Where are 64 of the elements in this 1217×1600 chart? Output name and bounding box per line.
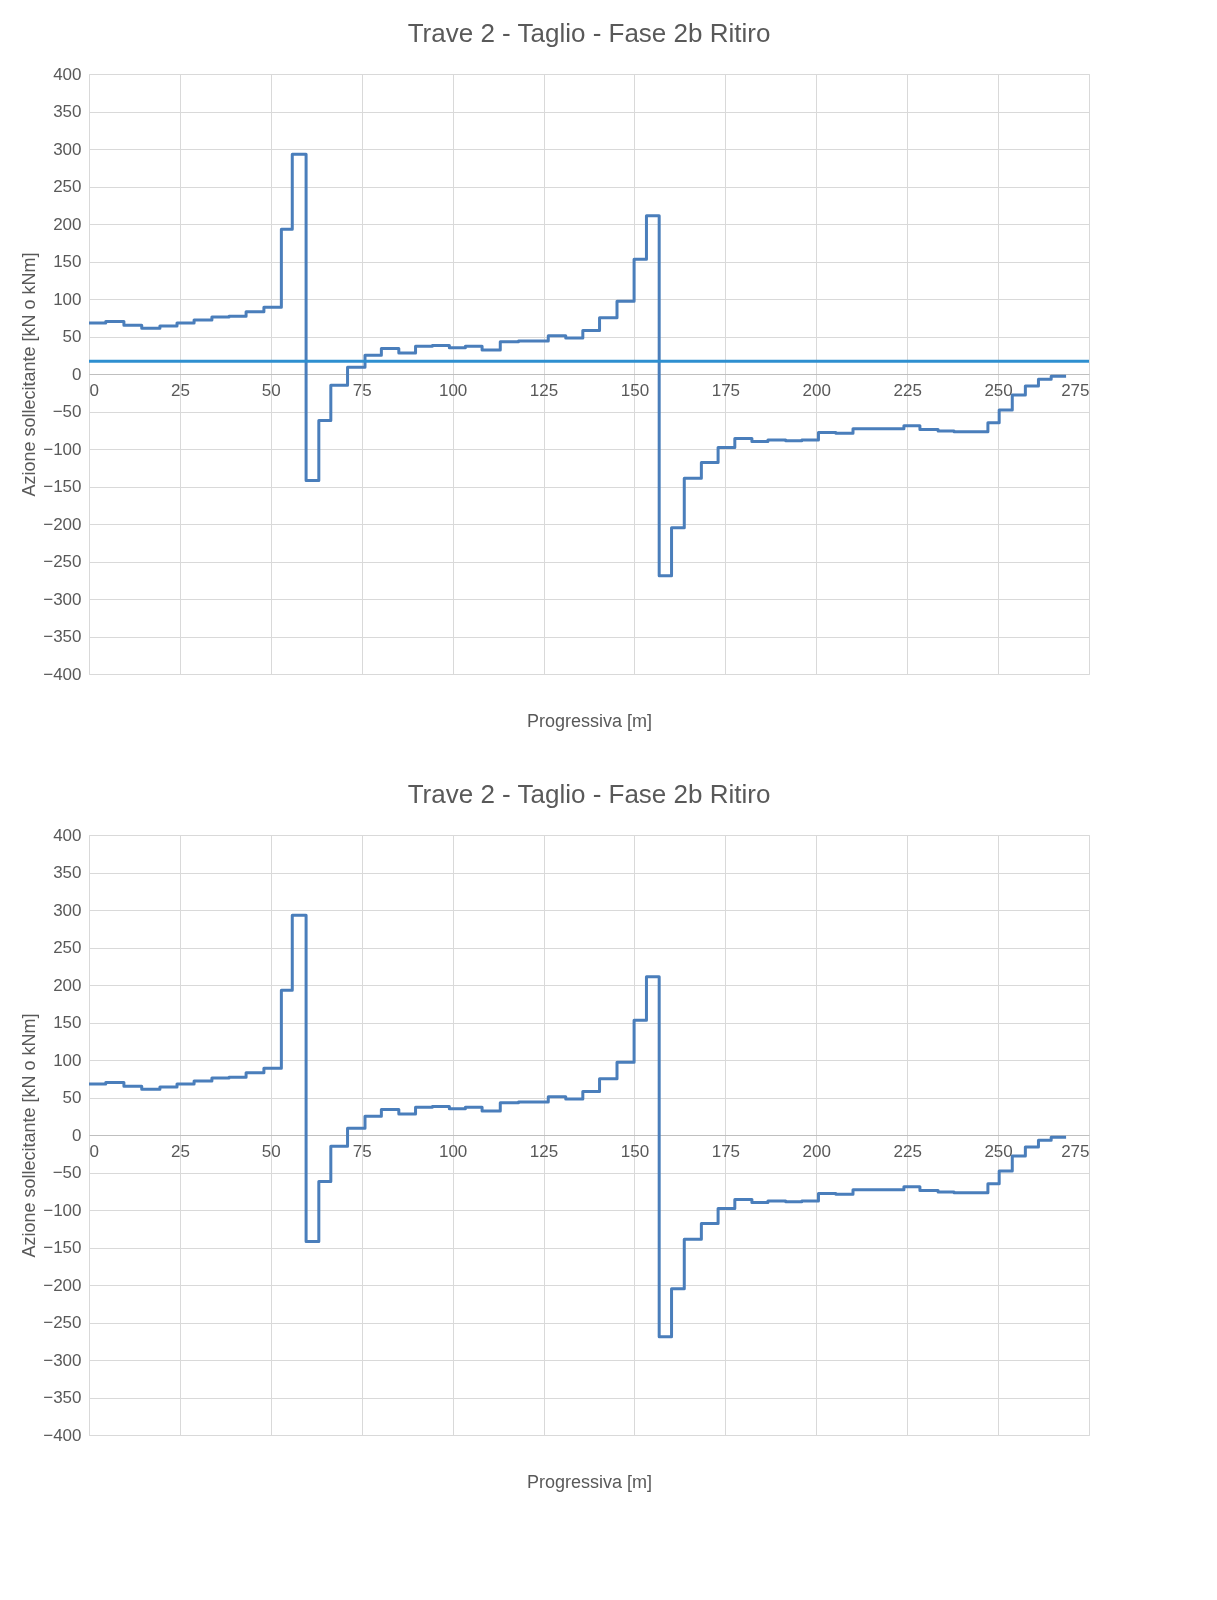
x-tick-label: 175 [711, 380, 741, 400]
x-tick-label: 150 [620, 1141, 650, 1161]
x-tick-label: 275 [1061, 380, 1090, 400]
chart-title: Trave 2 - Taglio - Fase 2b Ritiro [407, 779, 771, 809]
y-tick-label: 250 [53, 938, 82, 957]
y-tick-label: −100 [43, 439, 82, 459]
x-tick-label: 125 [529, 380, 559, 400]
y-tick-label: 350 [53, 863, 82, 882]
y-tick-label: −150 [43, 477, 82, 496]
y-tick-label: 300 [53, 900, 82, 920]
y-tick-label: −350 [43, 627, 82, 646]
x-tick-label: 225 [893, 1141, 922, 1161]
y-tick-label: −250 [43, 552, 82, 571]
chart-title: Trave 2 - Taglio - Fase 2b Ritiro [407, 18, 771, 48]
x-tick-label: 200 [802, 1141, 831, 1161]
y-axis-title: Azione sollecitante [kN o kNm] [19, 252, 40, 497]
y-tick-label: 150 [53, 252, 82, 271]
y-tick-label: 100 [53, 289, 82, 309]
y-tick-label: 400 [53, 825, 82, 845]
y-tick-label: 0 [72, 364, 82, 384]
y-tick-label: −50 [52, 1163, 82, 1182]
y-tick-label: 350 [53, 102, 82, 121]
y-tick-label: −400 [43, 1425, 82, 1445]
y-tick-label: 0 [72, 1125, 82, 1145]
y-tick-label: 150 [53, 1013, 82, 1032]
y-tick-label: 200 [53, 975, 82, 995]
x-tick-label: 100 [438, 1141, 468, 1161]
x-tick-label: 25 [170, 380, 190, 400]
y-axis-title: Azione sollecitante [kN o kNm] [19, 1013, 40, 1258]
x-axis-title: Progressiva [m] [526, 710, 653, 731]
y-tick-label: −200 [43, 514, 82, 534]
y-tick-label: −50 [52, 402, 82, 421]
x-tick-label: 125 [529, 1141, 559, 1161]
x-tick-label: 0 [89, 380, 99, 400]
x-tick-label: 250 [984, 1141, 1013, 1161]
x-tick-label: 50 [261, 1141, 281, 1161]
x-tick-label: 250 [984, 380, 1013, 400]
y-tick-label: 50 [62, 327, 82, 346]
y-tick-label: −400 [43, 664, 82, 684]
x-tick-label: 100 [438, 380, 468, 400]
x-tick-label: 275 [1061, 1141, 1090, 1161]
y-tick-label: −200 [43, 1275, 82, 1295]
x-tick-label: 0 [89, 1141, 99, 1161]
x-axis-title: Progressiva [m] [526, 1471, 653, 1492]
y-tick-label: 250 [53, 177, 82, 196]
x-tick-label: 200 [802, 380, 831, 400]
x-tick-label: 75 [352, 380, 372, 400]
x-tick-label: 50 [261, 380, 281, 400]
y-tick-label: 200 [53, 214, 82, 234]
y-tick-label: 400 [53, 64, 82, 84]
x-tick-label: 75 [352, 1141, 372, 1161]
y-tick-label: 100 [53, 1050, 82, 1070]
y-tick-label: −100 [43, 1200, 82, 1220]
y-tick-label: 50 [62, 1088, 82, 1107]
x-tick-label: 225 [893, 380, 922, 400]
y-tick-label: −150 [43, 1238, 82, 1257]
y-tick-label: −350 [43, 1388, 82, 1407]
x-tick-label: 150 [620, 380, 650, 400]
y-tick-label: −300 [43, 589, 82, 609]
y-tick-label: 300 [53, 139, 82, 159]
x-tick-label: 175 [711, 1141, 741, 1161]
y-tick-label: −250 [43, 1313, 82, 1332]
y-tick-label: −300 [43, 1350, 82, 1370]
x-tick-label: 25 [170, 1141, 190, 1161]
